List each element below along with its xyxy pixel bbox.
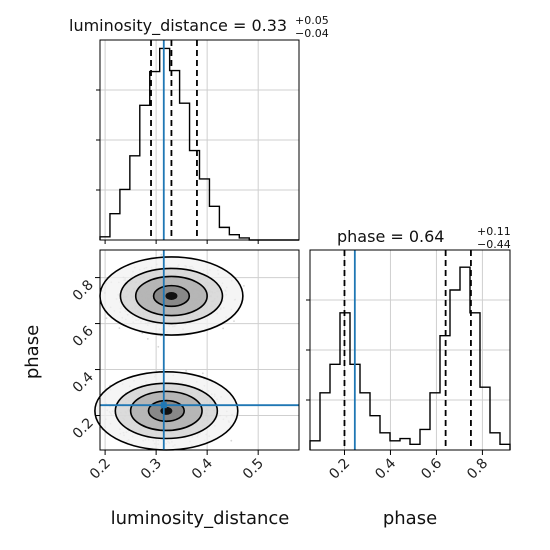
scatter-point	[146, 338, 149, 340]
scatter-point	[233, 320, 235, 322]
x-tick-label: 0.3	[138, 456, 165, 483]
truth-marker	[160, 402, 167, 409]
scatter-point	[230, 439, 233, 442]
phase-title-sub: −0.44	[477, 238, 511, 251]
x-axis-label-luminosity-distance: luminosity_distance	[111, 508, 290, 529]
axes-frames	[95, 39, 511, 455]
phase-title-sup: +0.11	[477, 225, 511, 238]
scatter-point	[201, 372, 204, 375]
scatter-point	[222, 327, 225, 330]
quantile-and-truth-lines	[100, 40, 472, 450]
y-tick-label: 0.4	[70, 369, 97, 396]
x-tick-label: 0.5	[240, 456, 267, 483]
scatter-point	[160, 253, 163, 256]
scatter-point	[118, 327, 121, 329]
scatter-point	[157, 345, 160, 348]
panel-frame	[99, 249, 300, 451]
x-tick-label: 0.2	[87, 456, 114, 483]
luminosity-distance-title-sub: −0.04	[295, 27, 329, 40]
phase-x-tick-label: 0.4	[372, 455, 399, 482]
luminosity-distance-histogram	[99, 47, 299, 241]
x-tick-label: 0.4	[189, 455, 216, 482]
phase-x-tick-label: 0.6	[418, 455, 445, 482]
phase-histogram	[309, 266, 511, 450]
y-tick-label: 0.8	[70, 277, 97, 304]
contour-peak	[165, 291, 178, 300]
scatter-point	[185, 369, 188, 372]
y-axis-label-phase: phase	[22, 325, 43, 379]
scatter-point	[105, 317, 108, 319]
y-tick-label: 0.2	[70, 415, 97, 442]
luminosity-distance-title: luminosity_distance = 0.33	[69, 16, 287, 36]
phase-x-tick-label: 0.8	[464, 456, 491, 483]
density-contours	[94, 256, 244, 451]
scatter-point	[243, 285, 245, 287]
phase-x-tick-label: 0.2	[326, 456, 353, 483]
luminosity-distance-title-sup: +0.05	[295, 14, 329, 27]
y-tick-label: 0.6	[70, 323, 97, 350]
x-axis-label-phase: phase	[383, 508, 437, 529]
phase-title: phase = 0.64	[337, 227, 444, 246]
histograms	[99, 47, 511, 450]
